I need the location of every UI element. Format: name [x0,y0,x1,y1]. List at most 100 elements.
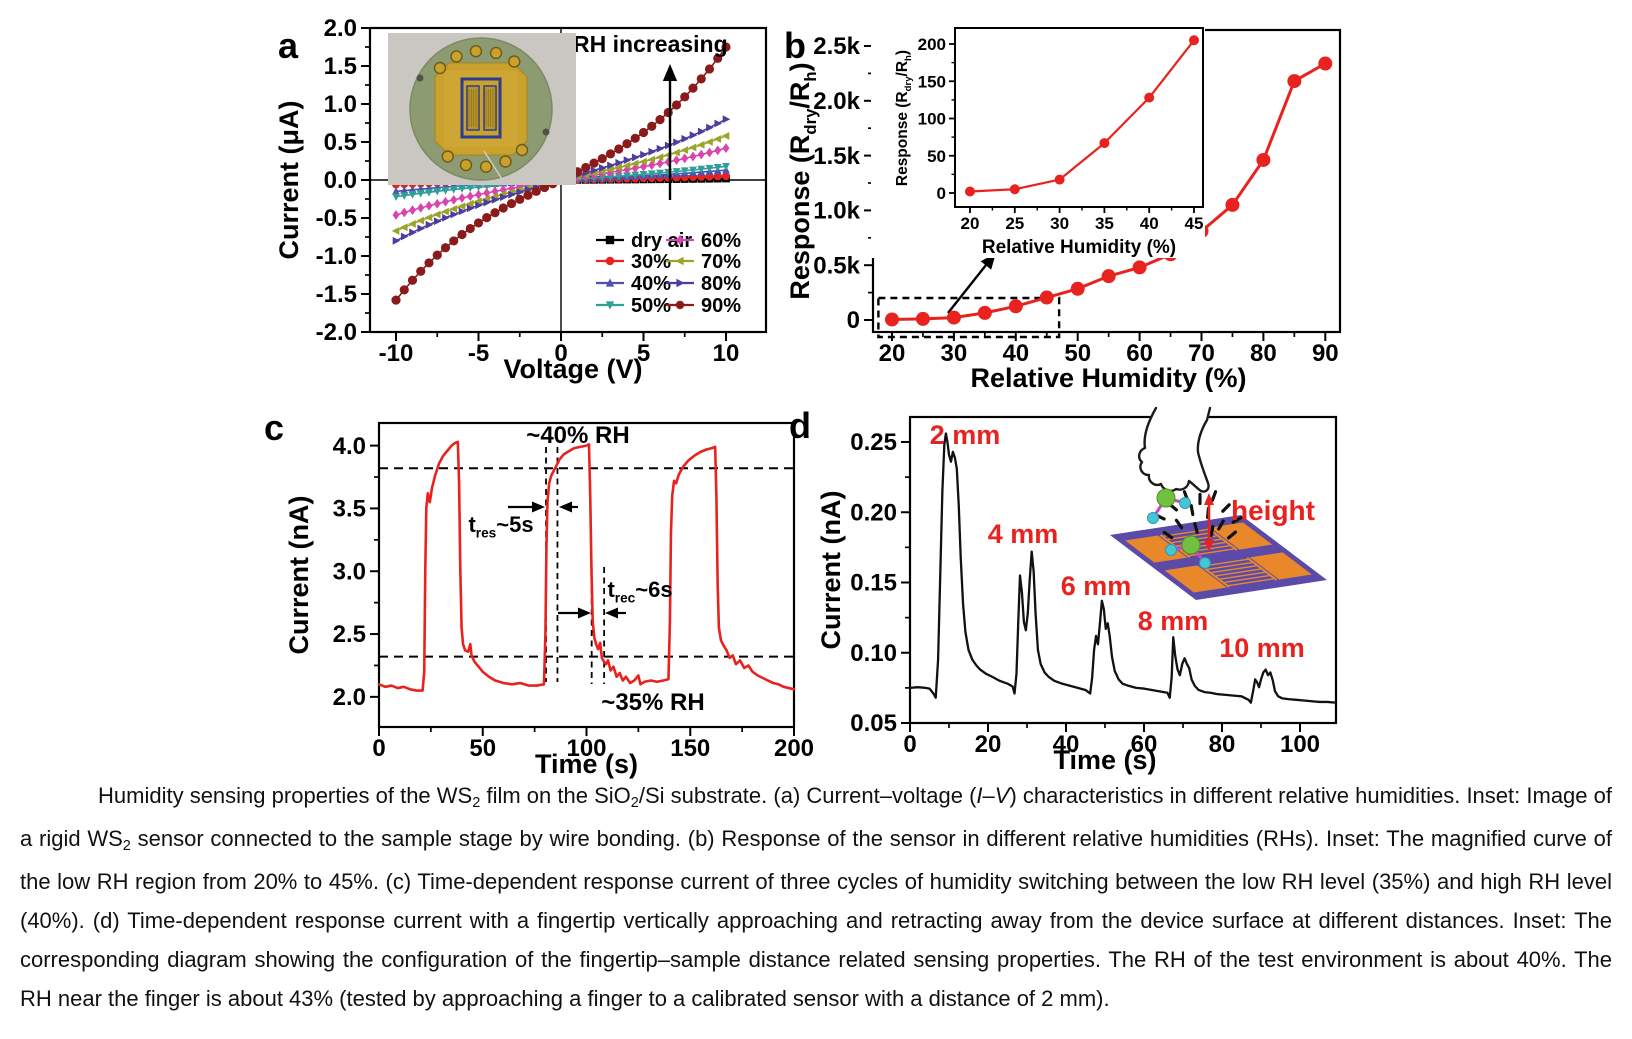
x-axis-title: Time (s) [535,749,638,779]
panel-a: -10 -5 0 5 10 -2.0 -1.5 -1.0 -0.5 0.0 0.5 1.0 1.5 2.0… [274,15,768,384]
y-axis-title: Response (Rdry/Rh) [785,62,820,299]
caption-subscript: 2 [122,838,131,855]
legend-label: 90% [701,295,741,317]
legend-label: dry air [631,230,692,252]
x-tick-label: 5 [637,340,650,367]
inset-y-axis-title: Response (Rdry/Rh) [894,50,914,186]
y-tick-label: -1.0 [316,243,357,270]
x-tick-label: 100 [566,735,606,762]
caption-italic: I [976,783,983,808]
panel-a-iv-curves-chart: -10 -5 0 5 10 -2.0 -1.5 -1.0 -0.5 0.0 0.5 1.0 1.5 2.0… [274,15,768,384]
panel-letter-d: d [789,405,811,446]
panel-letter-a: a [278,25,299,66]
x-tick-label: 20 [975,731,1002,758]
y-tick-label: 0.5 [324,129,357,156]
x-tick-label: 50 [469,735,496,762]
y-tick-label: 3.5 [333,496,366,523]
y-tick-label: 2.0 [324,15,357,42]
distance-label: 8 mm [1138,606,1209,636]
y-tick-label: 0.5k [813,252,860,279]
y-tick-label: 0.10 [850,640,897,667]
y-tick-label: 0.20 [850,499,897,526]
figure-caption: Humidity sensing properties of the WS2 f… [20,776,1612,1018]
inset-x-tick: 45 [1185,214,1204,233]
x-tick-label: 150 [670,735,710,762]
caption-italic: V [994,783,1010,808]
x-tick-label: 40 [1002,340,1029,367]
caption-text: Humidity sensing properties of the WS [98,783,473,808]
fingertip-inset: height [1110,406,1327,600]
y-tick-label: 0.25 [850,429,897,456]
x-tick-label: 50 [1064,340,1091,367]
x-axis-title: Relative Humidity (%) [970,363,1246,392]
y-tick-label: -1.5 [316,281,357,308]
y-tick-label: 2.5 [333,621,366,648]
legend-label: 30% [631,251,671,273]
inset-x-tick: 25 [1005,214,1024,233]
caption-subscript: 2 [472,795,481,812]
panel-b-response-chart: 20 30 40 50 60 70 80 90 0 0.5k 1.0k 1.5k 2.0k 2.5k Rel… [784,22,1342,392]
distance-label: 10 mm [1219,633,1305,663]
x-tick-label: 60 [1126,340,1153,367]
x-tick-label: 10 [713,340,740,367]
y-tick-label: -2.0 [316,319,357,346]
y-axis-title: Current (nA) [284,496,314,655]
legend-label: 70% [701,251,741,273]
panel-c-switching-cycles-chart: 0 50 100 150 200 2.0 2.5 3.0 3.5 4.0 Time (s) Curre… [264,407,814,779]
x-tick-label: 200 [774,735,814,762]
legend-label: 60% [701,230,741,252]
legend-label: 80% [701,273,741,295]
inset-x-axis-title: Relative Humidity (%) [982,237,1176,258]
x-tick-label: 70 [1188,340,1215,367]
y-tick-label: 2.0k [813,88,860,115]
t-rec-label: trec~6s [607,577,672,606]
y-tick-label: 1.5k [813,143,860,170]
x-tick-label: 30 [941,340,968,367]
caption-text: – [982,783,995,808]
y-tick-label: 1.0k [813,198,860,225]
height-label: height [1231,495,1315,526]
legend-label: 50% [631,295,671,317]
x-tick-label: -10 [379,340,414,367]
y-tick-label: 4.0 [333,433,366,460]
x-tick-label: 0 [372,735,385,762]
inset-y-tick: 150 [918,72,946,91]
distance-label: 2 mm [930,420,1001,450]
y-tick-label: 1.5 [324,53,357,80]
caption-text: /Si substrate. (a) Current–voltage ( [638,783,977,808]
t-res-label: tres~5s [468,512,533,541]
x-tick-label: 20 [879,340,906,367]
inset-y-tick: 100 [918,110,946,129]
y-axis-title: Current (μA) [274,100,304,259]
y-tick-label: 3.0 [333,558,366,585]
y-tick-label: -0.5 [316,205,357,232]
rh-increasing-label: RH increasing [573,31,728,57]
x-tick-label: 40 [1053,731,1080,758]
y-tick-label: 0.05 [850,710,897,737]
caption-subscript: 2 [630,795,639,812]
low-rh-inset: 20 25 30 35 40 45 0 50 100 150 200 Relative Humidit… [871,22,1205,258]
x-tick-label: 100 [1280,731,1320,758]
y-tick-label: 0.0 [324,167,357,194]
inset-x-tick: 20 [961,214,980,233]
panel-b: 20 30 40 50 60 70 80 90 0 0.5k 1.0k 1.5k 2.0k 2.5k Rel… [784,22,1342,392]
y-tick-label: 0.15 [850,570,897,597]
figure-panels: -10 -5 0 5 10 -2.0 -1.5 -1.0 -0.5 0.0 0.5 1.0 1.5 2.0… [258,10,1358,800]
caption-text: film on the SiO [480,783,631,808]
y-tick-label: 0 [847,307,860,334]
y-tick-label: 1.0 [324,91,357,118]
x-tick-label: 0 [903,731,916,758]
distance-label: 6 mm [1061,571,1132,601]
inset-y-tick: 0 [937,184,946,203]
distance-label: 4 mm [988,519,1059,549]
low-rh-label: ~35% RH [601,689,704,716]
inset-x-tick: 35 [1095,214,1114,233]
sensor-photo-inset [388,33,576,185]
caption-text: ) characteristics in different relative … [20,783,1612,851]
inset-x-tick: 30 [1050,214,1069,233]
x-axis-title: Time (s) [1053,745,1156,775]
x-tick-label: -5 [468,340,489,367]
y-axis-title: Current (nA) [816,491,846,650]
